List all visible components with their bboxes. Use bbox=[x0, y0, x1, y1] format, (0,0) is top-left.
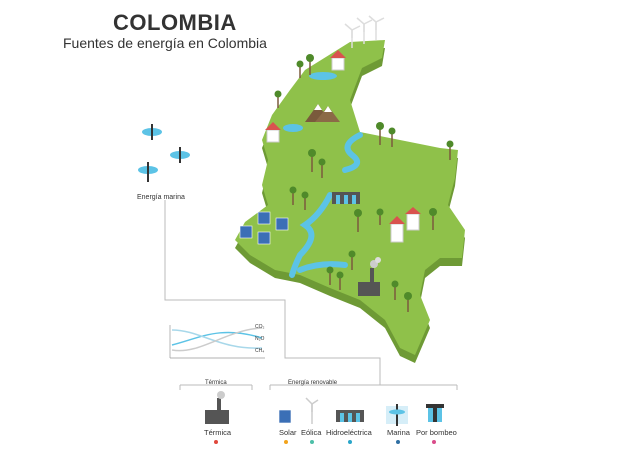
lake bbox=[283, 124, 303, 132]
map-title: COLOMBIA bbox=[113, 10, 237, 35]
legend-dot-por-bombeo bbox=[432, 440, 436, 444]
factory-icon bbox=[358, 257, 381, 296]
house-icon bbox=[265, 122, 281, 143]
chart-legend-co2: CO₂ bbox=[255, 324, 265, 330]
palm-tree-icon bbox=[274, 54, 454, 312]
legend-dot-termica bbox=[214, 440, 218, 444]
legend-label-eolica: Eólica bbox=[301, 428, 322, 437]
legend-group-renovable-title: Energía renovable bbox=[288, 380, 338, 386]
legend-group-termica-title: Térmica bbox=[205, 380, 227, 386]
map-subtitle: Fuentes de energía en Colombia bbox=[63, 35, 267, 51]
chart-legend-n2o: N₂O bbox=[255, 336, 265, 342]
legend-label-termica: Térmica bbox=[204, 428, 232, 437]
house-icon bbox=[405, 207, 421, 231]
dam-icon bbox=[332, 192, 360, 204]
legend-label-marina: Marina bbox=[387, 428, 410, 437]
mountain-icon bbox=[305, 104, 340, 122]
wind-turbine-icon bbox=[344, 15, 385, 48]
legend-dot-hidroelectrica bbox=[348, 440, 352, 444]
marine-turbine-icon bbox=[386, 404, 408, 426]
legend-dot-marina bbox=[396, 440, 400, 444]
chart-legend-ch4: CH₄ bbox=[255, 348, 265, 354]
lake bbox=[309, 72, 337, 80]
factory-icon bbox=[205, 391, 229, 424]
solar-panel-icon bbox=[278, 409, 292, 424]
connector-lines bbox=[164, 200, 458, 390]
legend-label-hidroelectrica: Hidroeléctrica bbox=[326, 428, 372, 437]
house-icon bbox=[389, 216, 405, 243]
legend-label-por-bombeo: Por bombeo bbox=[416, 428, 457, 437]
marine-turbine-icon bbox=[138, 124, 190, 182]
wind-turbine-icon bbox=[305, 397, 319, 424]
legend-label-solar: Solar bbox=[279, 428, 297, 437]
rivers bbox=[289, 132, 363, 278]
emissions-mini-chart bbox=[169, 325, 265, 359]
legend-dot-solar bbox=[284, 440, 288, 444]
solar-panel-icon bbox=[239, 211, 289, 245]
marine-energy-label: Energía marina bbox=[137, 194, 185, 201]
house-icon bbox=[330, 50, 346, 71]
dam-icon bbox=[336, 410, 364, 422]
legend-dot-eolica bbox=[310, 440, 314, 444]
pumped-storage-icon bbox=[426, 404, 444, 422]
